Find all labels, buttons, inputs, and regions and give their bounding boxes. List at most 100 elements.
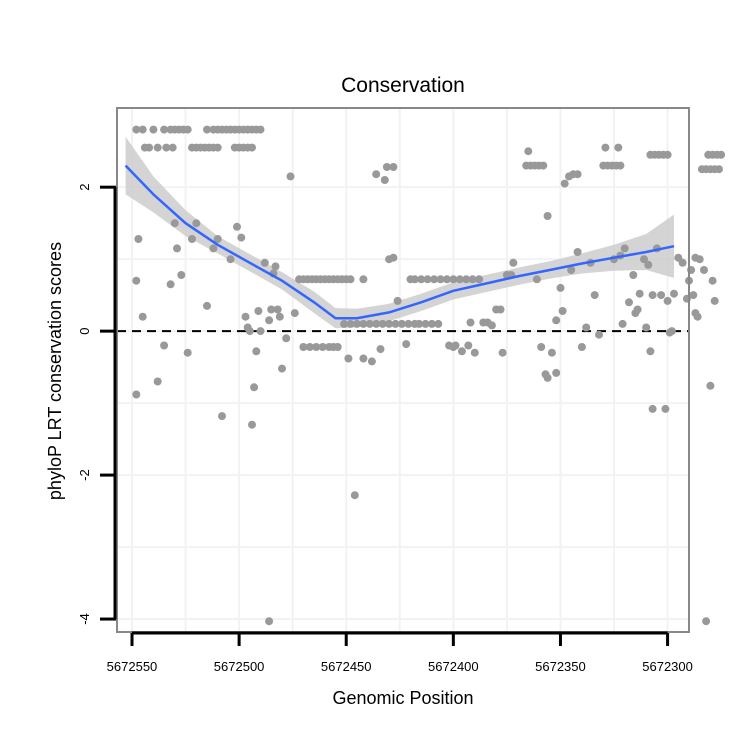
data-point — [233, 222, 241, 231]
data-point — [646, 347, 655, 356]
data-point — [644, 260, 653, 269]
data-point — [188, 235, 196, 243]
data-point — [213, 235, 222, 243]
data-point — [248, 420, 256, 429]
data-point — [132, 276, 141, 285]
data-point — [382, 163, 391, 171]
y-tick-label: -2 — [77, 469, 92, 481]
data-point — [273, 305, 282, 314]
data-point — [449, 343, 458, 351]
data-point — [359, 275, 368, 284]
data-point — [254, 307, 263, 315]
data-point — [138, 125, 147, 134]
y-tick-label: 0 — [77, 327, 92, 334]
data-point — [365, 319, 374, 328]
data-point — [577, 343, 586, 351]
data-point — [706, 381, 715, 390]
data-point — [455, 275, 464, 284]
data-point — [590, 291, 599, 300]
data-point — [166, 280, 175, 289]
data-point — [241, 312, 250, 321]
data-point — [567, 266, 576, 274]
data-point — [532, 275, 541, 284]
data-point — [391, 319, 400, 328]
data-point — [558, 307, 567, 315]
data-point — [162, 143, 171, 152]
y-tick-label: 2 — [77, 184, 92, 191]
data-point — [132, 125, 141, 134]
chart-title: Conservation — [341, 74, 465, 97]
data-point — [663, 150, 672, 159]
x-tick-label: 5672450 — [321, 659, 372, 674]
data-point — [170, 219, 179, 228]
data-point — [252, 347, 261, 356]
data-point — [145, 143, 154, 152]
data-point — [573, 170, 582, 179]
x-tick-label: 5672300 — [642, 659, 693, 674]
data-point — [132, 390, 141, 399]
data-point — [464, 341, 473, 350]
data-point — [657, 291, 666, 300]
data-point — [468, 275, 477, 284]
data-point — [299, 343, 308, 351]
data-point — [346, 275, 355, 284]
data-point — [376, 345, 385, 354]
data-point — [173, 244, 181, 253]
data-point — [213, 143, 222, 152]
data-point — [661, 404, 670, 413]
data-point — [260, 258, 269, 267]
data-point — [402, 340, 411, 349]
data-point — [177, 271, 186, 279]
data-point — [618, 319, 627, 328]
data-point — [209, 244, 218, 253]
data-point — [340, 319, 349, 328]
data-point — [543, 373, 552, 382]
data-point — [640, 255, 648, 264]
data-point — [427, 319, 436, 328]
data-point — [470, 348, 479, 357]
data-point — [346, 319, 355, 328]
x-tick-label: 5672350 — [535, 659, 586, 674]
data-point — [389, 163, 398, 171]
data-point — [648, 291, 657, 300]
data-point — [573, 248, 582, 256]
data-point — [434, 319, 443, 328]
data-point — [248, 143, 256, 152]
y-axis-label: phyloP LRT conservation scores — [45, 242, 65, 500]
data-point — [350, 491, 359, 500]
data-point — [344, 354, 353, 363]
x-axis: 5672550 5672500 5672450 5672400 5672350 56723… — [107, 631, 693, 674]
data-point — [275, 312, 284, 321]
x-tick-label: 5672500 — [214, 659, 265, 674]
data-point — [333, 343, 342, 351]
data-point — [616, 161, 625, 170]
data-point — [305, 343, 314, 351]
data-point — [415, 319, 424, 328]
data-point — [250, 383, 259, 392]
plot-area — [116, 107, 726, 633]
data-point — [595, 330, 603, 339]
data-point — [265, 316, 274, 325]
data-point — [312, 343, 321, 351]
data-point — [543, 212, 552, 220]
x-tick-label: 5672550 — [107, 659, 158, 674]
data-point — [457, 347, 466, 356]
data-point — [708, 276, 717, 285]
data-point — [421, 319, 430, 328]
data-point — [487, 321, 496, 330]
data-point — [614, 143, 623, 152]
data-point — [378, 319, 387, 328]
data-point — [226, 255, 235, 264]
data-point — [417, 275, 426, 284]
data-point — [389, 253, 398, 262]
data-point — [556, 283, 565, 292]
data-point — [629, 271, 638, 279]
data-point — [153, 377, 162, 386]
data-point — [462, 275, 471, 284]
data-point — [539, 161, 548, 170]
data-point — [537, 343, 546, 351]
data-point — [552, 316, 561, 325]
data-point — [693, 312, 702, 321]
data-point — [430, 275, 439, 284]
data-point — [663, 296, 672, 305]
